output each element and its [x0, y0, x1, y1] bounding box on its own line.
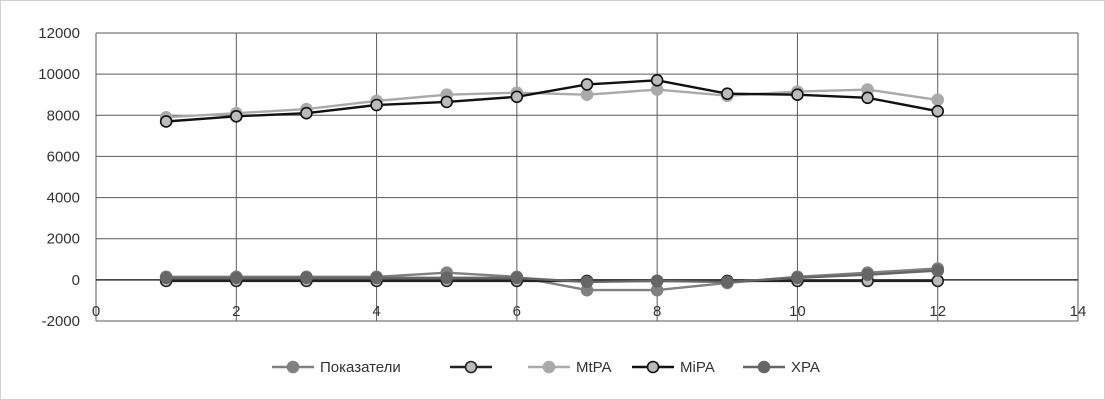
data-point: [791, 88, 804, 102]
y-tick-label: 10000: [38, 66, 80, 83]
legend-item-2: [450, 360, 492, 374]
y-axis-ticks: -2000 0 2000 4000 6000 8000 10000 12000: [38, 25, 80, 330]
x-tick-label: 10: [789, 303, 806, 320]
data-point: [580, 275, 594, 289]
series-5: [159, 264, 945, 289]
data-point: [510, 90, 524, 104]
data-point: [229, 110, 243, 123]
data-point: [861, 268, 874, 282]
data-point: [440, 95, 454, 109]
y-tick-label: 2000: [47, 231, 80, 248]
data-point: [370, 271, 383, 285]
legend-marker: [646, 360, 660, 374]
series-group: [159, 74, 945, 297]
legend-item-1: Показатели: [272, 359, 401, 376]
legend: Показатели MtPA MiPA XPA: [272, 359, 820, 376]
x-tick-label: 12: [929, 303, 946, 320]
y-tick-label: 12000: [38, 25, 80, 42]
legend-item-4: MiPA: [632, 359, 715, 376]
data-point: [300, 271, 313, 285]
data-point: [861, 91, 874, 105]
y-tick-label: 4000: [47, 190, 80, 207]
data-point: [720, 275, 734, 289]
x-tick-label: 6: [513, 303, 521, 320]
x-tick-label: 4: [372, 303, 380, 320]
x-axis-ticks: 0 2 4 6 8 10 12 14: [92, 303, 1087, 320]
x-tick-label: 8: [653, 303, 661, 320]
data-point: [931, 274, 945, 288]
data-point: [580, 78, 594, 91]
legend-marker: [757, 360, 771, 374]
legend-marker: [542, 360, 556, 374]
legend-label: MtPA: [576, 359, 612, 376]
legend-label: Показатели: [320, 359, 401, 376]
data-point: [159, 271, 173, 285]
series-line: [166, 88, 938, 119]
data-point: [159, 115, 173, 128]
data-point: [720, 87, 734, 100]
data-point: [510, 271, 524, 285]
y-tick-label: -2000: [42, 313, 80, 330]
legend-marker: [464, 360, 478, 374]
data-point: [580, 88, 594, 102]
data-point: [650, 274, 664, 288]
data-point: [931, 264, 945, 277]
legend-item-3: MtPA: [528, 359, 612, 376]
data-point: [650, 74, 664, 87]
legend-item-5: XPA: [743, 359, 820, 376]
data-point: [440, 271, 454, 285]
y-tick-label: 0: [72, 272, 80, 289]
y-tick-label: 8000: [47, 107, 80, 124]
legend-label: MiPA: [680, 359, 715, 376]
data-point: [229, 271, 243, 285]
legend-marker: [286, 360, 300, 374]
x-tick-label: 14: [1070, 303, 1087, 320]
legend-label: XPA: [791, 359, 820, 376]
data-point: [370, 98, 383, 112]
series-line: [166, 269, 938, 284]
data-point: [791, 271, 804, 285]
series-line: [166, 79, 938, 123]
x-tick-label: 2: [232, 303, 240, 320]
series-4: [159, 74, 945, 128]
data-point: [931, 93, 945, 107]
y-tick-label: 6000: [47, 148, 80, 165]
x-tick-label: 0: [92, 303, 100, 320]
data-point: [931, 104, 945, 118]
data-point: [300, 106, 313, 120]
